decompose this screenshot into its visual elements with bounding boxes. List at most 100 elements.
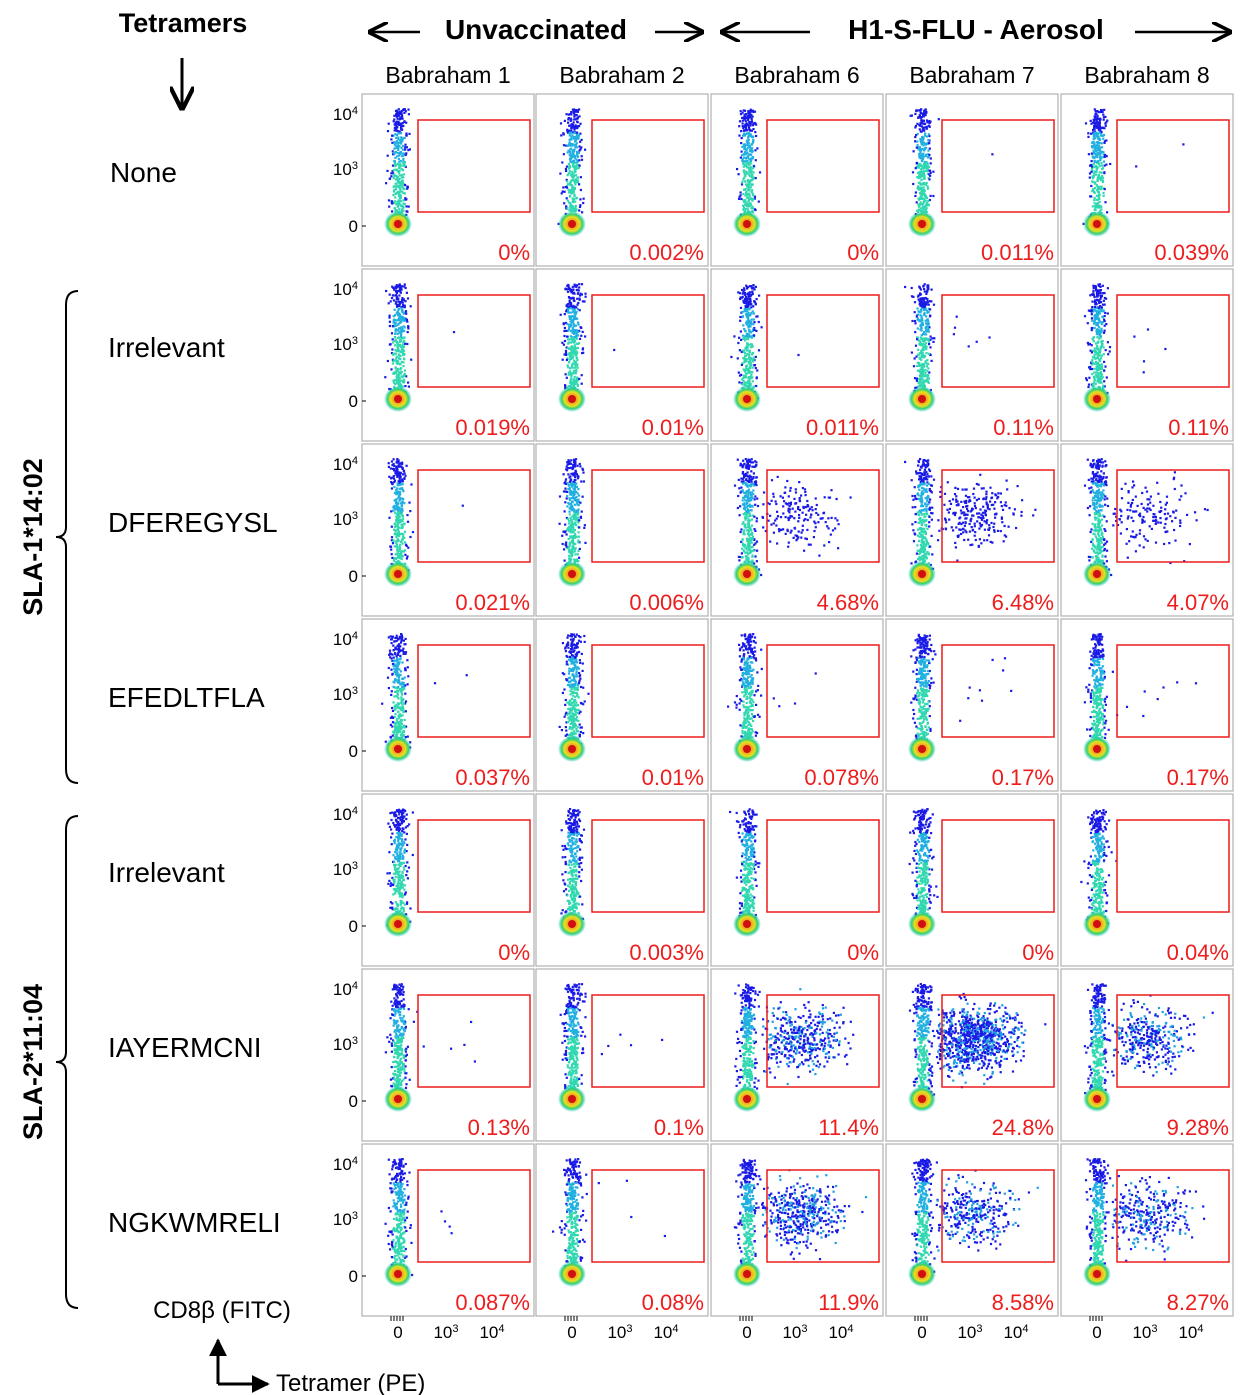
data-point <box>1094 205 1097 208</box>
data-point <box>572 495 575 498</box>
data-point <box>563 190 566 193</box>
data-point <box>751 192 754 195</box>
data-point <box>925 380 928 383</box>
data-point <box>403 111 406 114</box>
data-point <box>396 370 399 373</box>
data-point <box>400 111 403 114</box>
data-point <box>572 198 575 202</box>
data-point <box>1090 132 1093 135</box>
data-point <box>570 523 573 526</box>
data-point <box>926 172 929 175</box>
data-point <box>567 121 570 124</box>
data-point <box>1092 310 1095 313</box>
data-point <box>571 520 574 523</box>
data-point <box>749 166 752 169</box>
data-point <box>402 176 405 179</box>
data-point <box>395 465 398 468</box>
data-point <box>927 203 930 206</box>
data-point <box>1103 324 1106 327</box>
data-point <box>1092 375 1095 378</box>
data-point <box>403 285 406 288</box>
data-point <box>749 514 752 517</box>
data-point <box>748 369 751 373</box>
data-point <box>747 529 750 533</box>
data-point <box>1093 142 1096 145</box>
data-point <box>401 523 404 526</box>
data-point <box>575 356 579 359</box>
data-point <box>577 488 580 491</box>
data-point <box>750 118 753 121</box>
data-point <box>572 463 575 466</box>
data-point <box>574 514 577 518</box>
data-point <box>408 501 411 504</box>
data-point <box>393 200 396 203</box>
data-point <box>755 540 759 543</box>
data-point <box>396 378 399 381</box>
data-point <box>388 475 391 478</box>
data-point <box>915 377 918 380</box>
data-point <box>991 153 994 156</box>
data-point <box>919 195 922 199</box>
data-point <box>398 557 401 560</box>
data-point <box>567 385 570 388</box>
data-point <box>573 550 576 553</box>
data-point <box>405 121 408 124</box>
data-point <box>918 310 921 313</box>
data-point <box>395 536 398 539</box>
data-point <box>1092 162 1095 166</box>
data-point <box>1092 128 1095 131</box>
data-point <box>743 146 747 149</box>
data-point <box>1098 137 1101 140</box>
data-point <box>570 472 573 475</box>
data-point <box>739 297 742 301</box>
data-point <box>746 166 749 169</box>
data-point <box>578 298 581 301</box>
data-point <box>401 297 404 300</box>
data-point <box>747 380 750 383</box>
data-point <box>575 127 578 130</box>
data-point <box>397 531 400 534</box>
data-point <box>1101 292 1104 295</box>
data-point <box>572 472 575 475</box>
data-point <box>923 122 926 126</box>
gate <box>591 469 705 563</box>
data-point <box>401 514 404 517</box>
data-point <box>401 318 404 321</box>
gate-percent: 0.019% <box>455 415 530 440</box>
data-point <box>570 349 573 352</box>
data-point <box>584 541 587 544</box>
data-point <box>572 153 575 156</box>
data-point <box>390 332 394 335</box>
data-point <box>743 171 746 174</box>
y-tick-label: 104 <box>333 455 358 474</box>
data-point <box>744 329 747 332</box>
data-point <box>1092 121 1095 124</box>
data-point <box>397 511 400 514</box>
data-point <box>749 133 752 136</box>
data-point <box>402 353 405 357</box>
data-point <box>393 339 396 342</box>
data-point <box>926 359 929 362</box>
data-point <box>1095 113 1098 116</box>
data-point <box>749 186 752 189</box>
data-point <box>399 302 402 305</box>
data-point <box>569 192 572 195</box>
data-point <box>397 148 400 151</box>
data-point <box>747 497 750 500</box>
data-point <box>747 205 751 208</box>
data-point <box>403 369 406 372</box>
data-point <box>576 501 579 504</box>
data-point <box>399 471 402 475</box>
data-point <box>924 297 927 300</box>
data-point <box>570 518 573 522</box>
data-point <box>580 326 583 329</box>
data-point <box>574 521 577 524</box>
data-point <box>574 170 577 173</box>
data-point <box>922 340 925 343</box>
data-point <box>1100 185 1103 188</box>
data-point <box>742 290 745 293</box>
data-point <box>395 489 398 492</box>
data-point <box>926 297 929 301</box>
data-point <box>573 209 576 212</box>
data-point <box>916 361 919 364</box>
